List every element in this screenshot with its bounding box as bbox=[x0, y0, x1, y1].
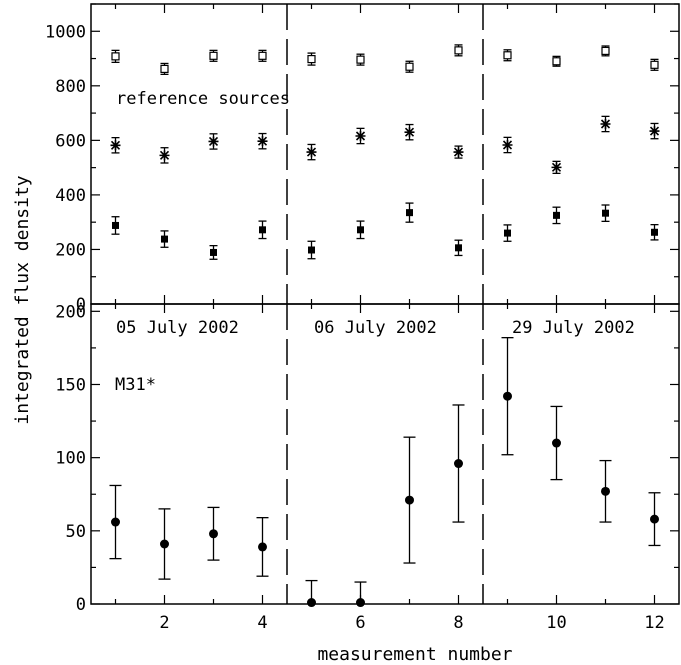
data-point-open-square bbox=[111, 52, 120, 61]
data-point-open-square bbox=[160, 64, 169, 74]
data-point-star bbox=[110, 140, 121, 151]
data-point-filled-circle bbox=[454, 459, 463, 469]
data-point-filled-circle bbox=[405, 495, 414, 505]
data-point-open-square bbox=[650, 60, 659, 69]
data-point-open-square bbox=[601, 46, 610, 56]
top-y-tick-label: 600 bbox=[55, 131, 86, 151]
bottom-y-tick-label: 0 bbox=[76, 595, 86, 615]
data-point-star bbox=[502, 140, 513, 150]
data-point-filled-square bbox=[553, 211, 560, 219]
bottom-plot-frame bbox=[90, 303, 680, 605]
data-point-filled-square bbox=[651, 228, 658, 236]
top-plot-frame bbox=[90, 3, 680, 305]
top-y-tick-label: 0 bbox=[76, 295, 86, 315]
data-point-star bbox=[551, 162, 562, 173]
data-point-open-square bbox=[356, 55, 365, 64]
data-point-filled-square bbox=[161, 235, 168, 243]
data-point-star bbox=[257, 136, 268, 147]
data-point-filled-circle bbox=[356, 598, 365, 608]
data-point-filled-circle bbox=[650, 514, 659, 524]
data-point-filled-square bbox=[210, 248, 217, 256]
top-y-tick-label: 800 bbox=[55, 77, 86, 97]
data-point-star bbox=[453, 147, 464, 158]
x-tick-label: 10 bbox=[546, 613, 566, 633]
data-point-filled-circle bbox=[552, 438, 561, 448]
annotation-m31: M31* bbox=[115, 375, 156, 395]
data-point-filled-circle bbox=[503, 391, 512, 401]
data-point-star bbox=[355, 131, 366, 141]
data-point-filled-square bbox=[455, 244, 462, 252]
bottom-y-tick-label: 50 bbox=[66, 522, 86, 542]
x-tick-label: 12 bbox=[644, 613, 664, 633]
bottom-y-tick-label: 200 bbox=[55, 302, 86, 322]
annotation-reference-sources: reference sources bbox=[116, 89, 290, 109]
data-point-filled-circle bbox=[258, 542, 267, 552]
x-tick-label: 2 bbox=[159, 613, 169, 633]
x-tick-label: 8 bbox=[453, 613, 463, 633]
group-label-3: 29 July 2002 bbox=[512, 318, 635, 338]
data-point-filled-circle bbox=[209, 529, 218, 539]
top-y-tick-label: 1000 bbox=[45, 22, 86, 42]
group-label-1: 05 July 2002 bbox=[116, 318, 239, 338]
data-point-star bbox=[404, 127, 415, 138]
data-point-star bbox=[306, 147, 317, 158]
x-axis-title: measurement number bbox=[317, 644, 512, 665]
y-axis-title: integrated flux density bbox=[12, 175, 33, 424]
data-point-open-square bbox=[405, 62, 414, 71]
data-point-star bbox=[600, 119, 611, 129]
data-point-filled-square bbox=[602, 209, 609, 217]
data-point-filled-square bbox=[308, 246, 315, 254]
x-tick-label: 6 bbox=[355, 613, 365, 633]
data-point-star bbox=[159, 150, 170, 161]
data-point-filled-circle bbox=[307, 598, 316, 608]
data-point-filled-circle bbox=[160, 539, 169, 549]
data-point-star bbox=[649, 126, 660, 137]
data-point-star bbox=[208, 136, 219, 147]
data-point-open-square bbox=[552, 57, 561, 66]
data-point-open-square bbox=[307, 54, 316, 64]
data-point-filled-square bbox=[259, 226, 266, 234]
data-point-open-square bbox=[258, 51, 267, 60]
top-y-tick-label: 200 bbox=[55, 240, 86, 260]
data-point-filled-circle bbox=[111, 517, 120, 527]
data-point-filled-square bbox=[406, 209, 413, 217]
data-point-open-square bbox=[503, 51, 512, 60]
data-point-filled-circle bbox=[601, 486, 610, 496]
bottom-y-tick-label: 100 bbox=[55, 449, 86, 469]
data-point-filled-square bbox=[504, 229, 511, 237]
data-point-filled-square bbox=[112, 221, 119, 229]
bottom-panel: M31* 05 July 2002 06 July 2002 29 July 2… bbox=[90, 303, 680, 605]
top-y-tick-label: 400 bbox=[55, 186, 86, 206]
group-label-2: 06 July 2002 bbox=[314, 318, 437, 338]
data-point-open-square bbox=[209, 51, 218, 60]
data-point-open-square bbox=[454, 46, 463, 55]
data-point-filled-square bbox=[357, 226, 364, 234]
x-tick-label: 4 bbox=[257, 613, 267, 633]
bottom-y-tick-label: 150 bbox=[55, 375, 86, 395]
top-panel: reference sources bbox=[90, 3, 680, 305]
